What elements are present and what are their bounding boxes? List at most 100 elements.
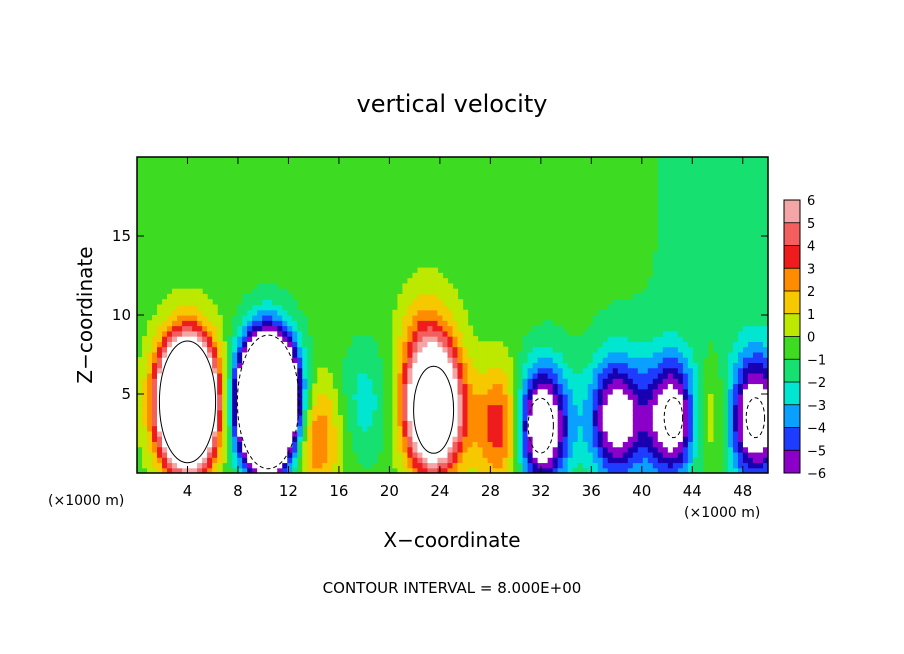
field-cell — [252, 388, 258, 395]
field-cell — [702, 267, 709, 274]
field-cell — [682, 404, 689, 411]
field-cell — [687, 293, 694, 300]
field-cell — [402, 404, 409, 411]
field-cell — [502, 467, 509, 473]
field-cell — [737, 315, 744, 321]
field-cell — [592, 457, 599, 464]
field-cell — [727, 309, 734, 316]
field-cell — [702, 262, 709, 269]
field-cell — [367, 451, 373, 458]
field-cell — [542, 441, 549, 448]
field-cell — [442, 357, 449, 363]
field-cell — [677, 420, 684, 427]
field-cell — [357, 367, 363, 374]
field-cell — [547, 425, 554, 432]
field-cell — [637, 409, 644, 416]
field-cell — [647, 388, 654, 395]
field-cell — [142, 367, 148, 374]
field-cell — [457, 394, 464, 400]
field-cell — [427, 415, 434, 421]
field-cell — [652, 446, 659, 453]
field-cell — [427, 367, 434, 374]
field-cell — [142, 394, 148, 400]
field-cell — [422, 430, 429, 437]
field-cell — [667, 225, 674, 232]
field-cell — [182, 320, 188, 327]
field-cell — [672, 341, 679, 348]
field-cell — [462, 409, 469, 416]
field-cell — [237, 320, 243, 327]
field-cell — [417, 362, 424, 369]
field-cell — [447, 315, 454, 321]
field-cell — [267, 304, 273, 311]
field-cell — [432, 425, 439, 432]
field-cell — [362, 399, 368, 406]
field-cell — [487, 404, 494, 411]
field-cell — [482, 467, 489, 473]
field-cell — [247, 430, 253, 437]
field-cell — [762, 188, 768, 195]
field-cell — [472, 457, 479, 464]
field-cell — [492, 436, 499, 442]
field-cell — [742, 230, 749, 237]
field-cell — [537, 409, 544, 416]
field-cell — [672, 246, 679, 253]
field-cell — [692, 262, 699, 269]
field-cell — [587, 383, 594, 390]
field-cell — [627, 467, 634, 473]
field-cell — [562, 357, 569, 363]
field-cell — [407, 383, 414, 390]
field-cell — [752, 457, 759, 464]
field-cell — [692, 299, 699, 306]
field-cell — [647, 278, 654, 284]
field-cell — [742, 193, 749, 200]
field-cell — [672, 383, 679, 390]
field-cell — [687, 178, 694, 184]
field-cell — [657, 446, 664, 453]
field-cell — [702, 220, 709, 227]
field-cell — [222, 341, 228, 348]
field-cell — [752, 251, 759, 258]
field-cell — [727, 467, 734, 473]
field-cell — [737, 278, 744, 284]
field-cell — [477, 357, 484, 363]
field-cell — [422, 420, 429, 427]
field-cell — [697, 451, 704, 458]
field-cell — [732, 320, 739, 327]
field-cell — [347, 372, 353, 379]
field-cell — [217, 394, 223, 400]
field-cell — [157, 441, 163, 448]
field-cell — [552, 441, 559, 448]
field-cell — [427, 420, 434, 427]
field-cell — [727, 415, 734, 421]
field-cell — [312, 399, 318, 406]
field-cell — [482, 388, 489, 395]
field-cell — [617, 304, 624, 311]
field-cell — [757, 199, 764, 205]
field-cell — [637, 341, 644, 348]
field-cell — [237, 394, 243, 400]
field-cell — [287, 330, 293, 337]
field-cell — [162, 378, 168, 385]
field-cell — [437, 330, 444, 337]
field-cell — [442, 362, 449, 369]
x-axis-label: X−coordinate — [383, 528, 520, 552]
field-cell — [667, 383, 674, 390]
field-cell — [702, 214, 709, 221]
field-cell — [392, 462, 399, 469]
field-cell — [747, 193, 754, 200]
field-cell — [267, 336, 273, 342]
field-cell — [322, 425, 328, 432]
field-cell — [717, 351, 724, 358]
field-cell — [522, 351, 529, 358]
field-cell — [517, 404, 524, 411]
field-cell — [687, 267, 694, 274]
field-cell — [467, 399, 474, 406]
field-cell — [522, 467, 529, 473]
field-cell — [392, 430, 399, 437]
field-cell — [597, 446, 604, 453]
field-cell — [357, 425, 363, 432]
field-cell — [622, 415, 629, 421]
field-cell — [442, 309, 449, 316]
field-cell — [657, 425, 664, 432]
